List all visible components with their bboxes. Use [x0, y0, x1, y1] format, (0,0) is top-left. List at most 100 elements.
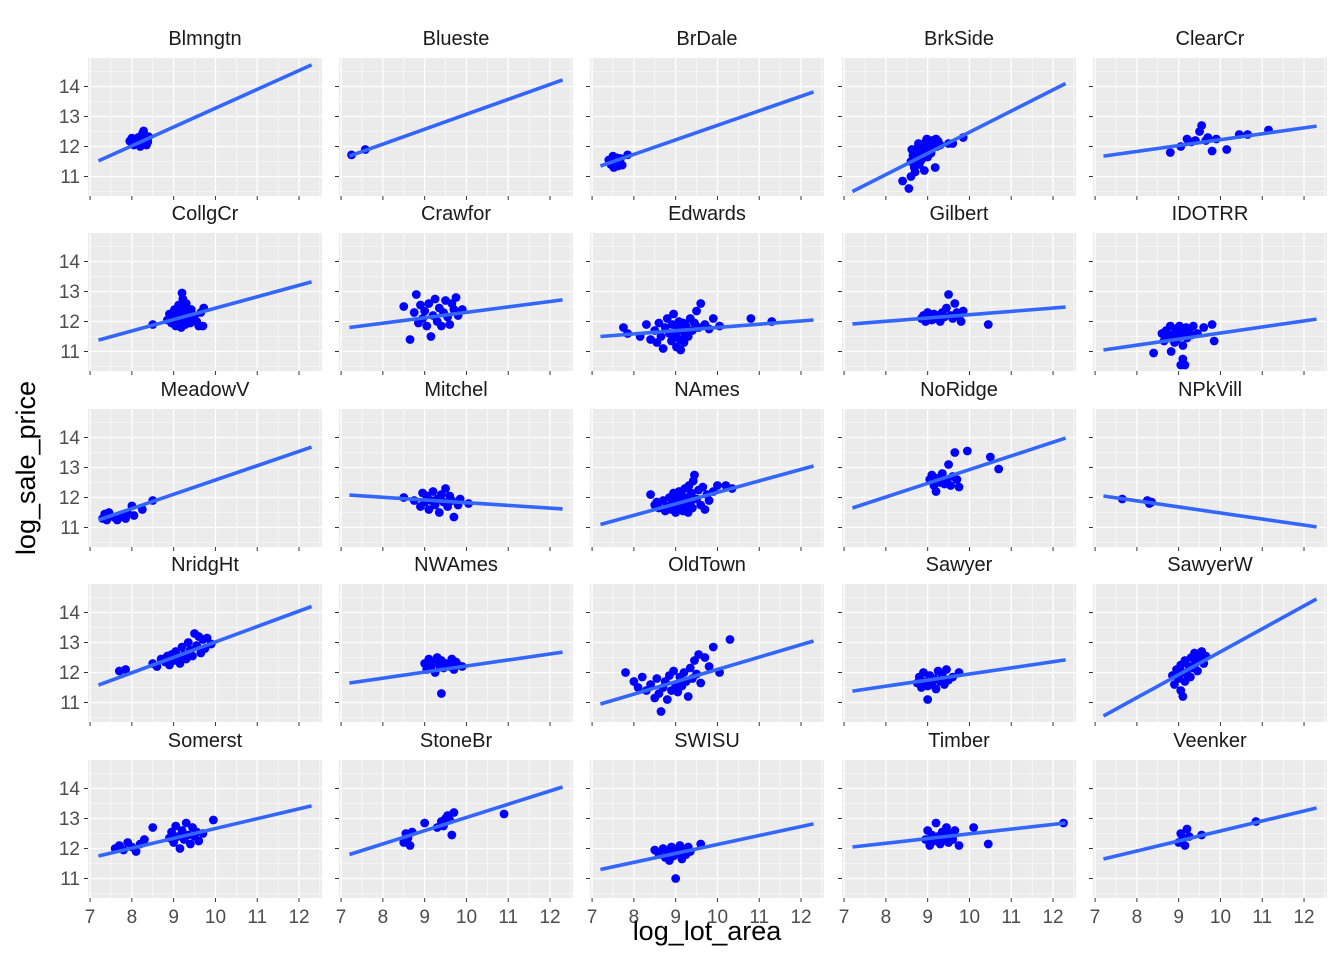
data-point	[430, 294, 440, 304]
data-point	[409, 308, 419, 317]
x-tick-label: 12	[1293, 907, 1314, 928]
data-point	[422, 321, 432, 331]
data-point	[696, 678, 706, 688]
facet-label: SawyerW	[1167, 554, 1253, 576]
y-tick-label: 14	[59, 428, 81, 449]
facet-BrDale: BrDale	[590, 28, 824, 196]
facet-label: Veenker	[1173, 730, 1247, 752]
panel-background	[339, 58, 573, 196]
data-point	[420, 818, 430, 828]
data-point	[139, 126, 148, 136]
data-point	[687, 488, 696, 498]
facet-NPkVill: NPkVill	[1093, 379, 1327, 547]
data-point	[188, 651, 197, 661]
data-point	[656, 332, 666, 341]
data-point	[405, 841, 415, 850]
x-tick-label: 7	[336, 907, 347, 928]
y-tick-label: 12	[59, 839, 80, 860]
data-point	[399, 302, 409, 311]
facet-label: ClearCr	[1176, 28, 1245, 50]
y-tick-label: 14	[59, 779, 81, 800]
regression-line	[97, 604, 313, 687]
facet-OldTown: OldTown	[590, 554, 824, 722]
y-tick-label: 13	[59, 107, 80, 128]
data-point	[985, 452, 995, 462]
facet-label: Timber	[928, 730, 990, 752]
data-point	[181, 818, 191, 828]
regression-line	[98, 804, 312, 858]
panel-background	[842, 760, 1076, 898]
panel-background	[339, 760, 573, 898]
x-tick-label: 9	[168, 907, 179, 928]
data-point	[950, 299, 960, 308]
data-point	[177, 642, 187, 652]
y-tick-label: 11	[60, 342, 80, 363]
y-tick-label: 12	[59, 663, 80, 684]
x-tick-label: 11	[498, 907, 518, 928]
regression-line	[97, 63, 313, 163]
regression-line	[852, 305, 1066, 326]
facet-label: CollgCr	[172, 203, 239, 225]
panel-background	[590, 233, 824, 371]
facet-label: OldTown	[668, 554, 746, 576]
regression-line	[851, 436, 1067, 510]
x-tick-label: 8	[1132, 907, 1143, 928]
data-point	[1180, 360, 1190, 370]
facet-SawyerW: SawyerW	[1093, 554, 1327, 722]
y-axis-title: log_sale_price	[11, 381, 41, 555]
y-tick-label: 14	[59, 603, 81, 624]
x-tick-label: 10	[205, 907, 226, 928]
data-point	[633, 683, 643, 692]
panel-background	[339, 409, 573, 547]
facet-Somerst: Somerst	[88, 730, 322, 898]
facet-label: StoneBr	[420, 730, 493, 752]
facet-panels: Blmngtn Blueste BrDale BrkSide ClearCr CollgC…	[88, 28, 1327, 898]
data-point	[954, 841, 964, 850]
facet-StoneBr: StoneBr	[339, 730, 573, 898]
data-point	[983, 839, 993, 849]
data-point	[662, 695, 672, 704]
data-point	[669, 309, 678, 319]
data-point	[962, 446, 972, 456]
x-tick-label: 9	[670, 907, 681, 928]
y-tick-label: 13	[59, 282, 80, 303]
facet-Crawfor: Crawfor	[339, 203, 573, 371]
x-tick-label: 9	[922, 907, 933, 928]
data-point	[426, 332, 436, 341]
data-point	[436, 321, 446, 331]
panel-background	[88, 409, 322, 547]
data-point	[1180, 841, 1190, 850]
y-tick-label: 11	[60, 693, 80, 714]
data-point	[931, 684, 941, 694]
regression-line	[1102, 597, 1318, 718]
data-point	[946, 481, 956, 490]
data-point	[424, 505, 434, 514]
data-point	[652, 674, 662, 683]
x-tick-label: 10	[1210, 907, 1231, 928]
regression-line	[97, 445, 313, 522]
regression-line	[349, 650, 563, 685]
regression-line	[349, 493, 563, 511]
data-point	[1207, 320, 1217, 329]
facet-label: NridgHt	[171, 554, 239, 576]
panel-background	[590, 58, 824, 196]
data-point	[969, 823, 979, 832]
y-tick-label: 14	[59, 77, 81, 98]
regression-line	[349, 298, 563, 330]
facet-MeadowV: MeadowV	[88, 379, 322, 547]
panel-background	[1093, 58, 1327, 196]
facet-label: MeadowV	[161, 379, 251, 401]
y-tick-label: 14	[59, 252, 81, 273]
data-point	[669, 666, 678, 676]
data-point	[1193, 666, 1202, 676]
data-point	[662, 314, 672, 323]
x-tick-label: 12	[790, 907, 811, 928]
regression-line	[599, 639, 815, 706]
facet-NridgHt: NridgHt	[88, 554, 322, 722]
data-point	[208, 815, 218, 825]
data-point	[1209, 336, 1219, 346]
data-point	[405, 335, 415, 344]
x-tick-label: 7	[85, 907, 96, 928]
facet-label: Sawyer	[926, 554, 993, 576]
data-point	[700, 653, 710, 662]
